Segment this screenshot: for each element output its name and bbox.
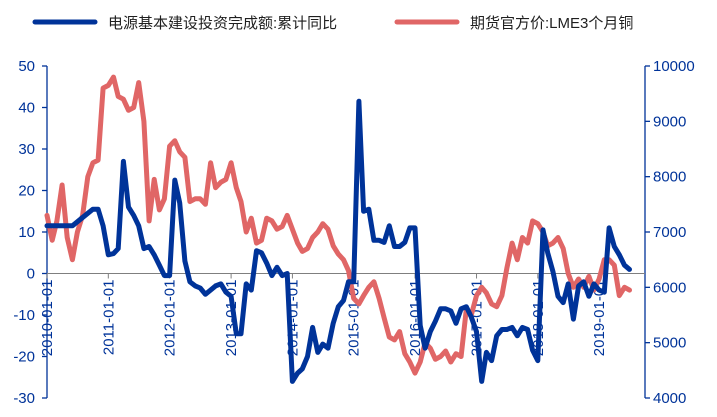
x-tick-label: 2019-01-01 bbox=[591, 280, 608, 357]
left-tick-label: 30 bbox=[18, 141, 35, 158]
x-tick-label: 2017-01-01 bbox=[469, 280, 486, 357]
left-tick-label: -30 bbox=[13, 390, 35, 407]
right-tick-label: 6000 bbox=[653, 279, 686, 296]
x-tick-label: 2015-01-01 bbox=[346, 280, 363, 357]
right-tick-label: 5000 bbox=[653, 335, 686, 352]
series-line-power-investment bbox=[44, 98, 632, 384]
left-tick-label: 0 bbox=[27, 266, 35, 283]
series-line-copper-price bbox=[44, 74, 632, 376]
x-tick-label: 2010-01-01 bbox=[39, 280, 56, 357]
legend-label: 电源基本建设投资完成额:累计同比 bbox=[108, 15, 337, 32]
right-tick-label: 4000 bbox=[653, 390, 686, 407]
right-tick-label: 8000 bbox=[653, 169, 686, 186]
left-tick-label: 40 bbox=[18, 100, 35, 117]
x-tick-label: 2012-01-01 bbox=[162, 280, 179, 357]
left-tick-label: 10 bbox=[18, 224, 35, 241]
series-layer bbox=[44, 74, 632, 384]
right-tick-label: 10000 bbox=[653, 58, 695, 75]
legend-label: 期货官方价:LME3个月铜 bbox=[470, 15, 633, 32]
right-tick-label: 9000 bbox=[653, 113, 686, 130]
left-tick-label: 50 bbox=[18, 58, 35, 75]
left-tick-label: -10 bbox=[13, 307, 35, 324]
left-tick-label: 20 bbox=[18, 183, 35, 200]
axes: -30 -20 -10 0 10 20 30 40 50 4000 5000 6000 7000 8000… bbox=[13, 58, 694, 407]
left-tick-label: -20 bbox=[13, 349, 35, 366]
legend: 电源基本建设投资完成额:累计同比 期货官方价:LME3个月铜 bbox=[32, 15, 633, 32]
right-tick-label: 7000 bbox=[653, 224, 686, 241]
x-tick-label: 2011-01-01 bbox=[100, 280, 117, 356]
